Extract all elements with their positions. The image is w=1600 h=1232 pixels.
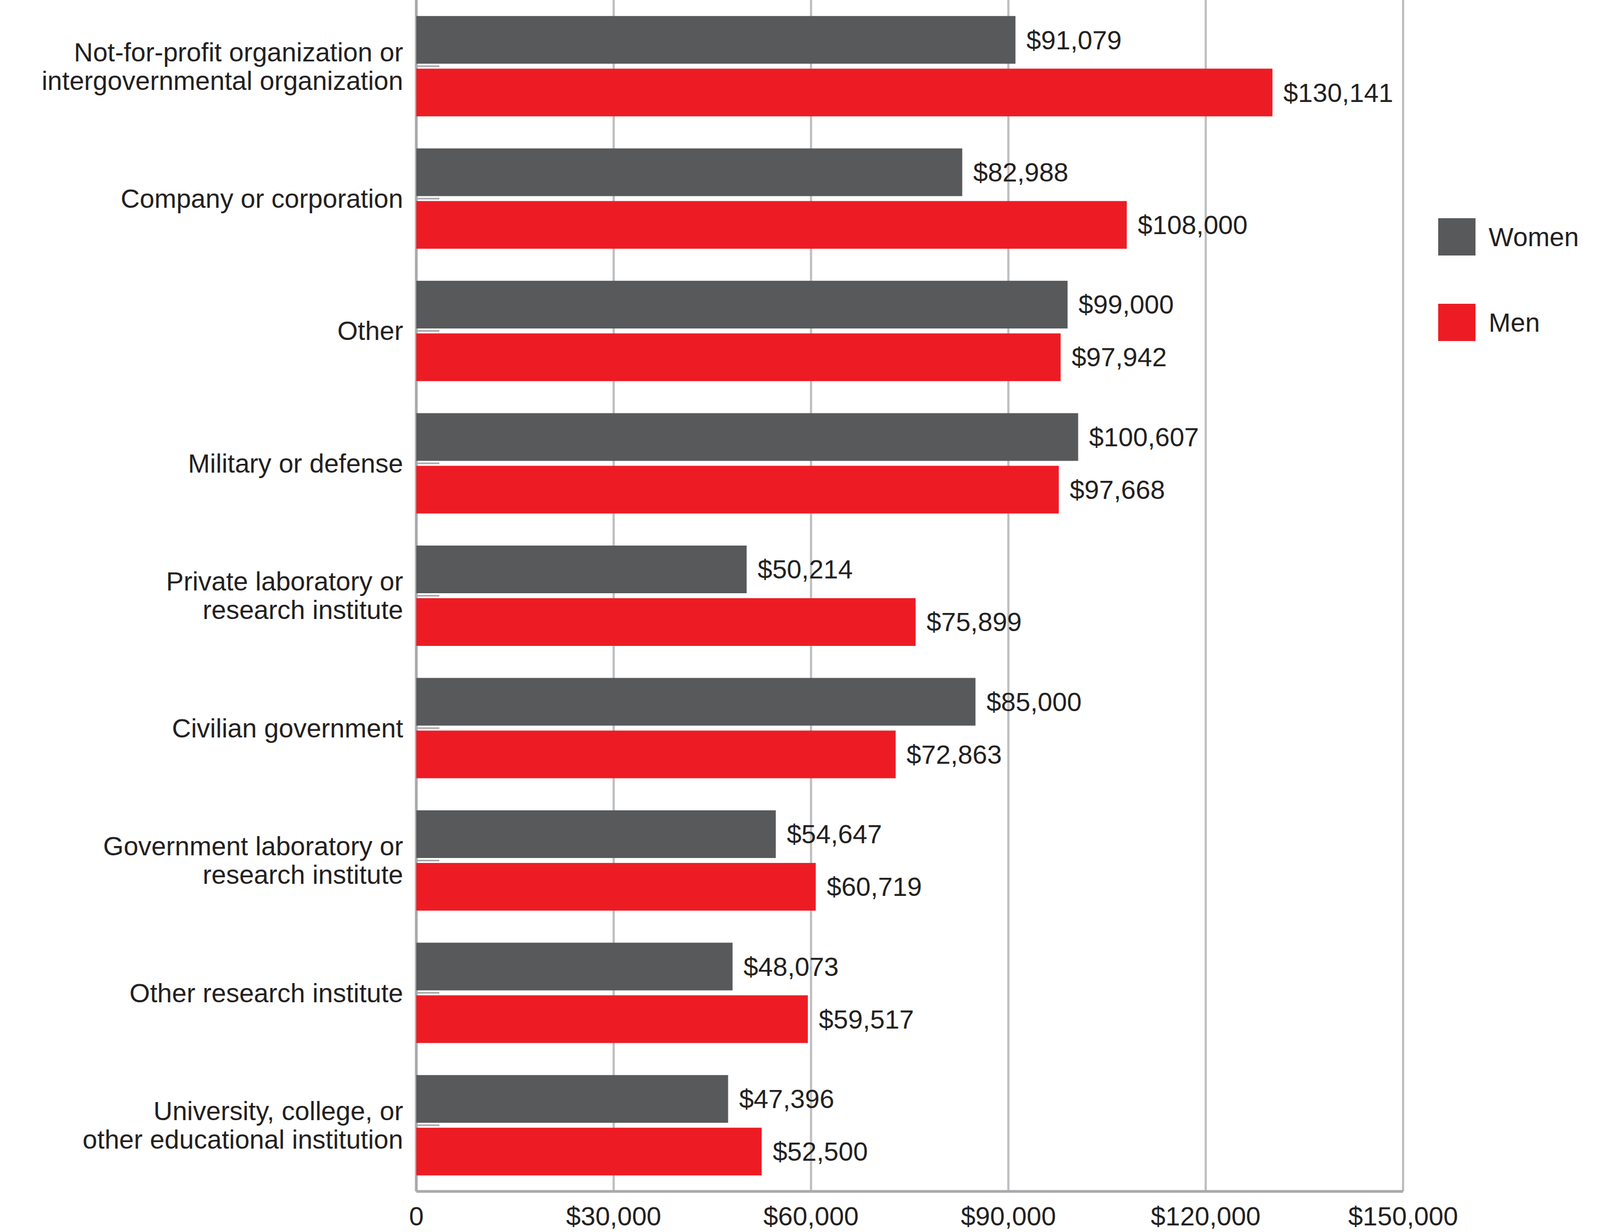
category-label: Company or corporation — [120, 184, 404, 214]
category-label-line: Not-for-profit organization or — [74, 37, 404, 67]
category-label-line: research institute — [202, 595, 404, 625]
data-label: $85,000 — [986, 687, 1082, 717]
category-tick — [415, 992, 440, 994]
category-label-line: intergovernmental organization — [41, 66, 404, 96]
data-label: $97,668 — [1069, 475, 1166, 505]
category-label-line: Government laboratory or — [103, 832, 404, 862]
data-label: $130,141 — [1283, 78, 1394, 108]
data-label: $60,719 — [826, 872, 923, 902]
category-labels: Not-for-profit organization orintergover… — [41, 37, 440, 1156]
data-label: $108,000 — [1137, 210, 1248, 240]
category-label-line: Private laboratory or — [166, 567, 404, 597]
category-label-line: Other — [337, 316, 404, 346]
bars — [416, 15, 1273, 1177]
bar — [416, 598, 916, 647]
category-label-line: University, college, or — [153, 1097, 404, 1127]
bar — [416, 810, 776, 859]
bar — [416, 413, 1079, 462]
data-labels: $91,079 $82,988 $99,000 $100,607 $50,214 $85,… — [738, 25, 1394, 1168]
category-label: Private laboratory orresearch institute — [166, 567, 404, 625]
grid-line — [1401, 0, 1405, 1192]
category-label-line: other educational institution — [82, 1125, 404, 1155]
legend-swatch — [1438, 303, 1476, 342]
bar — [416, 1128, 762, 1177]
bar — [416, 201, 1127, 250]
data-label: $59,517 — [818, 1005, 915, 1035]
category-tick — [415, 860, 440, 862]
data-label: $52,500 — [772, 1137, 869, 1167]
category-label-line: Civilian government — [171, 714, 404, 744]
bar — [416, 677, 976, 726]
data-label: $97,942 — [1071, 342, 1168, 372]
category-tick — [415, 727, 440, 729]
category-label: Other — [337, 316, 404, 346]
category-label: Military or defense — [188, 449, 404, 479]
data-label: $100,607 — [1089, 422, 1200, 452]
bar — [416, 466, 1059, 514]
data-label: $91,079 — [1026, 25, 1122, 55]
data-label: $99,000 — [1078, 290, 1174, 320]
bar — [416, 148, 963, 197]
category-label-line: research institute — [202, 860, 404, 890]
data-label: $48,073 — [743, 952, 840, 982]
tick-label: $60,000 — [763, 1202, 859, 1232]
category-label-line: Company or corporation — [120, 184, 404, 214]
category-tick — [415, 198, 440, 200]
grid-line — [1204, 0, 1207, 1192]
category-label: Government laboratory orresearch institu… — [103, 832, 404, 890]
category-tick — [415, 595, 440, 597]
data-label: $75,899 — [926, 607, 1022, 637]
category-label: University, college, orother educational… — [82, 1097, 404, 1155]
bar — [416, 15, 1016, 64]
x-axis-line — [416, 1190, 1404, 1194]
category-label: Not-for-profit organization orintergover… — [41, 37, 404, 96]
tick-label: $120,000 — [1150, 1202, 1261, 1232]
x-tick-labels: 0 $30,000 $60,000 $90,000 $120,000 $150,000 — [409, 1202, 1458, 1232]
bar — [416, 545, 747, 594]
legend-label: Men — [1488, 308, 1540, 338]
category-tick — [415, 462, 440, 465]
data-label: $54,647 — [786, 820, 883, 850]
category-tick — [415, 1124, 440, 1127]
data-label: $47,396 — [738, 1084, 835, 1115]
data-label: $72,863 — [906, 740, 1003, 770]
tick-label: $150,000 — [1348, 1202, 1458, 1232]
category-tick — [415, 65, 440, 67]
tick-label: 0 — [409, 1202, 424, 1232]
data-label: $82,988 — [973, 157, 1069, 188]
bar — [416, 280, 1068, 329]
bar — [416, 1075, 728, 1124]
bar — [416, 333, 1061, 382]
tick-label: $30,000 — [566, 1202, 662, 1232]
legend-label: Women — [1488, 222, 1580, 252]
bar — [416, 68, 1273, 117]
category-label-line: Other research institute — [129, 979, 404, 1009]
bar — [416, 863, 816, 912]
category-label-line: Military or defense — [188, 449, 404, 479]
category-label: Civilian government — [171, 714, 404, 744]
data-label: $50,214 — [757, 555, 853, 585]
tick-label: $90,000 — [960, 1202, 1057, 1232]
legend: Women Men — [1438, 218, 1580, 342]
grid — [416, 0, 1404, 1192]
bar — [416, 730, 896, 779]
category-tick — [415, 330, 440, 332]
category-label: Other research institute — [129, 979, 404, 1009]
bar — [416, 942, 733, 991]
chart: 0 $30,000 $60,000 $90,000 $120,000 $150,000 No… — [0, 0, 1600, 1232]
legend-swatch — [1438, 218, 1476, 256]
bar — [416, 995, 808, 1044]
